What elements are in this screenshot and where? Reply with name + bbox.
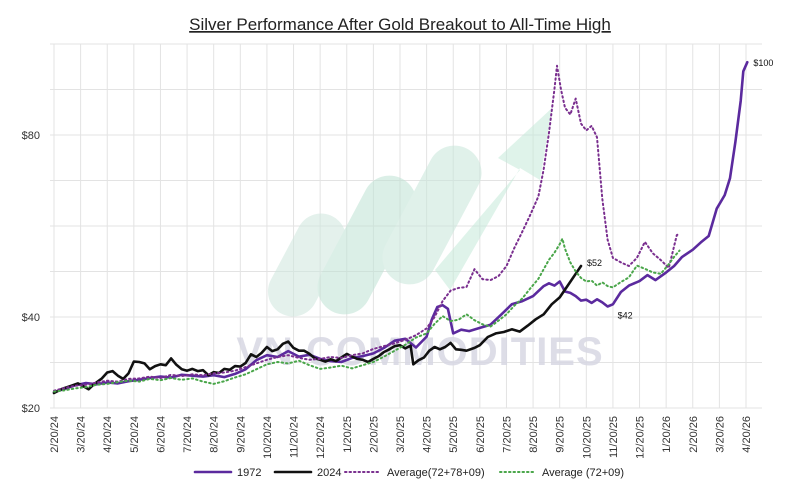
x-tick-label: 9/20/25 xyxy=(555,416,567,453)
x-tick-label: 9/20/24 xyxy=(235,416,247,453)
x-tick-label: 8/20/25 xyxy=(528,416,540,453)
watermark-bars-icon xyxy=(267,108,552,317)
legend-label: Average(72+78+09) xyxy=(387,467,485,479)
legend: 1972 2024 Average(72+78+09) Average (72+09) xyxy=(193,467,624,479)
axes: 2/20/24 3/20/24 4/20/24 5/20/24 6/20/24 7/20/… xyxy=(22,130,753,459)
annotation-label: $52 xyxy=(587,258,602,268)
x-tick-label: 4/20/24 xyxy=(102,416,114,453)
x-tick-label: 10/20/25 xyxy=(581,416,593,459)
x-tick-label: 11/20/25 xyxy=(608,416,620,458)
x-tick-label: 10/20/24 xyxy=(262,416,274,459)
series-line-average-72-78-09- xyxy=(53,64,681,392)
x-tick-label: 4/20/26 xyxy=(741,416,753,453)
x-tick-label: 12/20/25 xyxy=(635,416,647,459)
series-line-1972 xyxy=(52,60,749,394)
legend-label: 2024 xyxy=(317,467,341,479)
chart-title: Silver Performance After Gold Breakout t… xyxy=(189,15,611,34)
x-tick-label: 5/20/25 xyxy=(448,416,460,453)
y-tick-label: $80 xyxy=(22,130,40,142)
watermark-text: VN COMMODITIES xyxy=(236,330,603,374)
annotations: $100 $52 $42 xyxy=(587,58,773,320)
watermark: VN COMMODITIES xyxy=(236,108,603,374)
x-tick-label: 4/20/25 xyxy=(422,416,434,453)
x-tick-label: 8/20/24 xyxy=(209,416,221,453)
x-tick-label: 6/20/24 xyxy=(155,416,167,453)
series-line-average-72-09- xyxy=(53,237,681,393)
x-tick-label: 1/20/26 xyxy=(661,416,673,453)
annotation-label: $100 xyxy=(753,58,773,68)
legend-label: 1972 xyxy=(237,467,261,479)
x-tick-label: 7/20/25 xyxy=(501,416,513,453)
x-tick-label: 1/20/25 xyxy=(342,416,354,453)
x-tick-label: 11/20/24 xyxy=(289,416,301,458)
series-layer xyxy=(52,60,749,395)
x-tick-label: 7/20/24 xyxy=(182,416,194,453)
x-tick-label: 3/20/26 xyxy=(714,416,726,453)
x-tick-label: 2/20/26 xyxy=(688,416,700,453)
legend-label: Average (72+09) xyxy=(542,467,624,479)
x-tick-label: 6/20/25 xyxy=(475,416,487,453)
x-tick-label: 3/20/25 xyxy=(395,416,407,453)
x-tick-label: 12/20/24 xyxy=(315,416,327,459)
x-tick-label: 5/20/24 xyxy=(129,416,141,453)
series-line-2024 xyxy=(52,264,583,395)
x-tick-label: 2/20/25 xyxy=(368,416,380,453)
x-tick-label: 3/20/24 xyxy=(76,416,88,453)
x-tick-label: 2/20/24 xyxy=(49,416,61,453)
y-tick-label: $20 xyxy=(22,403,40,415)
annotation-label: $42 xyxy=(618,311,633,321)
y-tick-label: $40 xyxy=(22,312,40,324)
